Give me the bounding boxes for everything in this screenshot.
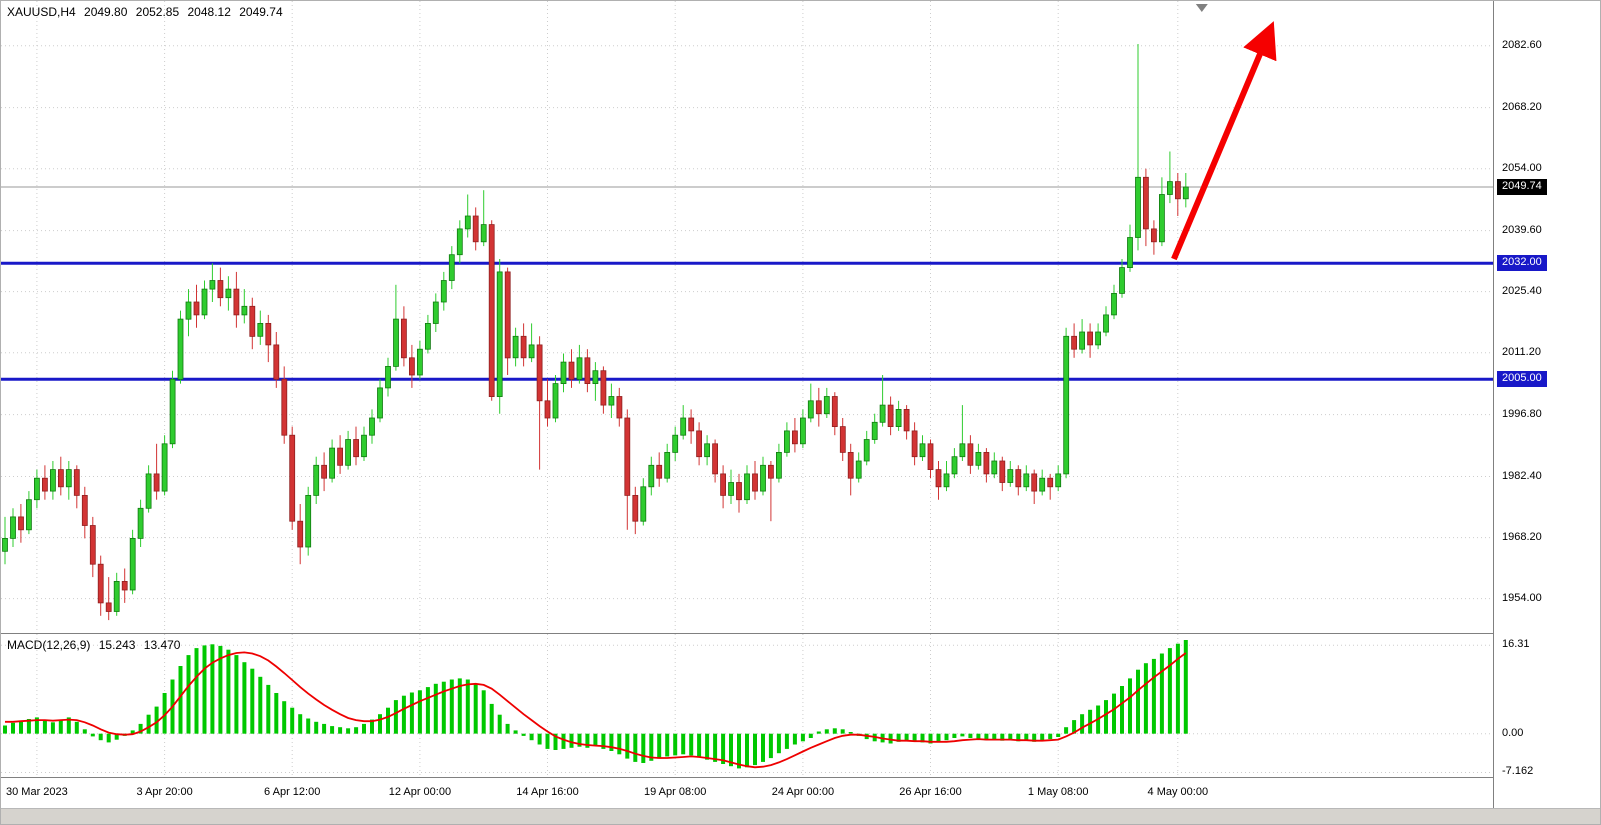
time-axis-label: 26 Apr 16:00 <box>899 786 962 798</box>
price-axis-label: 2039.60 <box>1502 223 1542 236</box>
price-axis-label: 2054.00 <box>1502 161 1542 174</box>
macd-signal-value: 13.470 <box>143 638 181 652</box>
grid-layer <box>1 634 1493 777</box>
time-axis-label: 14 Apr 16:00 <box>516 786 579 798</box>
time-axis-label: 4 May 00:00 <box>1147 786 1209 798</box>
level-price-tag: 2005.00 <box>1497 371 1547 388</box>
price-axis-label: 2025.40 <box>1502 284 1542 297</box>
chart-shift-marker-icon[interactable] <box>1195 4 1208 12</box>
time-axis[interactable]: 30 Mar 2023 3 Apr 20:00 6 Apr 12:00 12 Apr … <box>1 778 1493 808</box>
macd-name: MACD(12,26,9) <box>7 638 91 652</box>
price-axis-label: 1982.40 <box>1502 469 1542 482</box>
level-lines <box>1 261 1493 381</box>
macd-axis-label: 0.00 <box>1502 726 1524 739</box>
pane-separator[interactable] <box>1 777 1600 778</box>
time-axis-label: 1 May 08:00 <box>1027 786 1089 798</box>
macd-main-value: 15.243 <box>98 638 136 652</box>
quote-high: 2052.85 <box>135 5 180 19</box>
macd-indicator-pane[interactable] <box>1 634 1493 777</box>
quote-low: 2048.12 <box>187 5 231 19</box>
price-axis-label: 2011.20 <box>1502 345 1541 358</box>
current-price-tag: 2049.74 <box>1497 178 1547 195</box>
time-axis-label: 19 Apr 08:00 <box>643 786 707 798</box>
price-axis-label: 1996.80 <box>1502 407 1542 420</box>
macd-axis-label: 16.31 <box>1502 638 1530 651</box>
quote-open: 2049.80 <box>84 5 128 19</box>
price-axis[interactable]: 2082.60 2068.20 2054.00 2039.60 2025.40 2011.… <box>1493 1 1600 808</box>
price-axis-label: 1954.00 <box>1502 591 1542 604</box>
quote-close: 2049.74 <box>239 5 283 19</box>
quote-header: XAUUSD,H4 2049.80 2052.85 2048.12 2049.7… <box>7 5 288 19</box>
macd-histogram <box>3 640 1188 769</box>
price-axis-label: 2082.60 <box>1502 38 1542 51</box>
time-axis-label: 12 Apr 00:00 <box>388 786 452 798</box>
level-price-tag: 2032.00 <box>1497 255 1547 272</box>
price-axis-label: 2068.20 <box>1502 100 1542 113</box>
pane-separator[interactable] <box>1 633 1600 634</box>
window-bottom-strip <box>1 808 1600 824</box>
grid-layer <box>1 1 1493 633</box>
main-chart-pane[interactable] <box>1 1 1493 633</box>
price-axis-label: 1968.20 <box>1502 530 1542 543</box>
time-axis-label: 6 Apr 12:00 <box>264 786 321 798</box>
trend-arrow[interactable] <box>1171 21 1277 261</box>
time-axis-label: 24 Apr 00:00 <box>771 786 835 798</box>
time-axis-label: 3 Apr 20:00 <box>136 786 193 798</box>
macd-signal-line <box>5 651 1187 769</box>
candles-layer <box>2 44 1189 621</box>
macd-indicator-label: MACD(12,26,9) 15.243 13.470 <box>7 638 185 652</box>
time-axis-label: 30 Mar 2023 <box>6 786 68 798</box>
macd-axis-label: -7.162 <box>1502 765 1534 778</box>
symbol-period-label: XAUUSD,H4 <box>7 5 76 19</box>
